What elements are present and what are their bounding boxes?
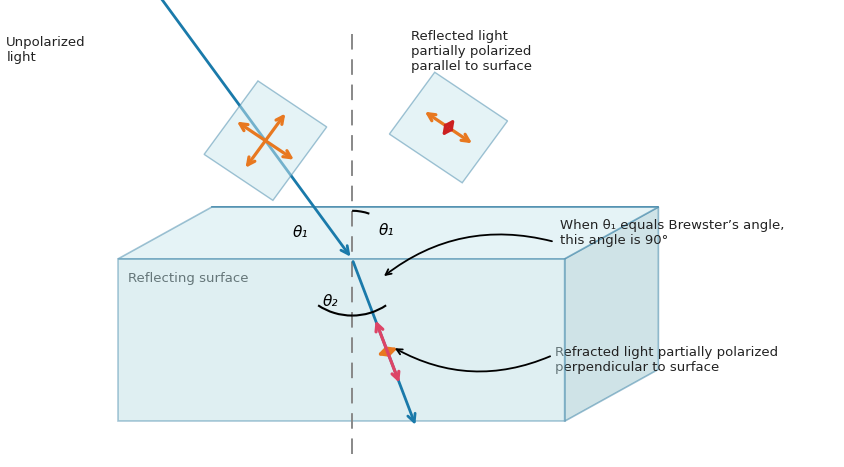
Polygon shape bbox=[389, 72, 507, 183]
Text: Unpolarized
light: Unpolarized light bbox=[6, 36, 86, 64]
Text: θ₂: θ₂ bbox=[322, 294, 338, 309]
Text: Reflected light
partially polarized
parallel to surface: Reflected light partially polarized para… bbox=[411, 29, 532, 72]
Polygon shape bbox=[564, 207, 657, 421]
Text: θ₁: θ₁ bbox=[293, 225, 308, 240]
Text: Refracted light partially polarized
perpendicular to surface: Refracted light partially polarized perp… bbox=[554, 346, 776, 374]
Text: When θ₁ equals Brewster’s angle,
this angle is 90°: When θ₁ equals Brewster’s angle, this an… bbox=[559, 219, 783, 247]
Text: Reflecting surface: Reflecting surface bbox=[127, 272, 248, 285]
Polygon shape bbox=[118, 259, 564, 421]
Text: θ₁: θ₁ bbox=[378, 223, 394, 238]
Polygon shape bbox=[204, 81, 327, 200]
Polygon shape bbox=[118, 207, 657, 259]
